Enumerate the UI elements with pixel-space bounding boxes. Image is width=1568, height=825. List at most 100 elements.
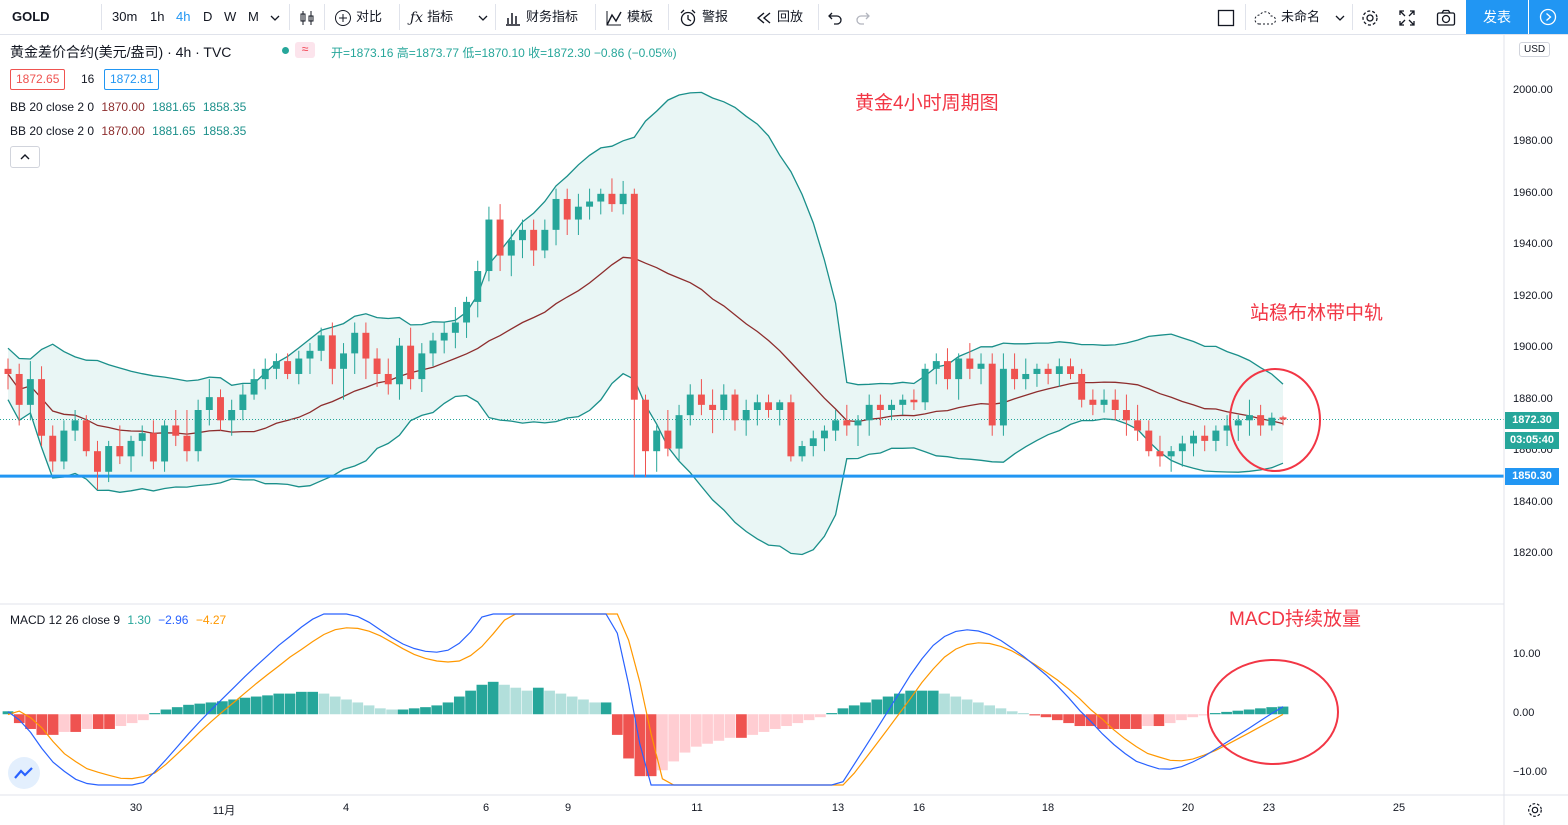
- annotation-macd[interactable]: MACD持续放量: [1229, 609, 1361, 630]
- macd-bar[interactable]: [273, 693, 285, 715]
- candle[interactable]: [161, 420, 169, 472]
- financials-button[interactable]: 财务指标: [504, 0, 578, 34]
- layout-dropdown[interactable]: [1335, 0, 1349, 34]
- macd-bar[interactable]: [1153, 714, 1165, 727]
- macd-bar[interactable]: [578, 699, 589, 715]
- candle[interactable]: [1178, 435, 1186, 467]
- macd-bar[interactable]: [341, 699, 352, 715]
- candle[interactable]: [1055, 358, 1063, 387]
- macd-bar[interactable]: [566, 696, 578, 715]
- macd-bar[interactable]: [2, 711, 14, 715]
- macd-bar[interactable]: [1142, 714, 1153, 727]
- macd-bar[interactable]: [690, 714, 702, 747]
- candle[interactable]: [1245, 399, 1253, 436]
- macd-bar[interactable]: [758, 714, 770, 732]
- macd-bar[interactable]: [555, 693, 567, 715]
- macd-bar[interactable]: [1108, 714, 1120, 729]
- macd-bar[interactable]: [171, 707, 183, 715]
- templates-button[interactable]: 模板: [605, 0, 653, 34]
- candle[interactable]: [1022, 358, 1030, 390]
- candle[interactable]: [328, 322, 336, 385]
- macd-bar[interactable]: [453, 696, 465, 715]
- undo-button[interactable]: [827, 0, 847, 34]
- macd-bar[interactable]: [769, 714, 781, 729]
- macd-bar[interactable]: [1051, 714, 1063, 721]
- macd-bar[interactable]: [420, 707, 431, 715]
- candle[interactable]: [664, 410, 672, 457]
- macd-bar[interactable]: [262, 695, 273, 715]
- macd-signal-line[interactable]: [7, 613, 1284, 786]
- candle[interactable]: [552, 188, 560, 246]
- macd-bar[interactable]: [431, 705, 443, 715]
- bb-legend-1[interactable]: BB 20 close 2 0 1870.00 1881.65 1858.35: [10, 100, 246, 114]
- macd-bar[interactable]: [1255, 708, 1266, 715]
- delayed-data-icon[interactable]: ≈: [295, 42, 315, 58]
- alert-button[interactable]: 警报: [678, 0, 728, 34]
- candle[interactable]: [507, 229, 515, 277]
- ask-price-box[interactable]: 1872.81: [104, 69, 160, 90]
- compare-button[interactable]: 对比: [334, 0, 382, 34]
- macd-bar[interactable]: [47, 714, 59, 735]
- macd-bar[interactable]: [871, 699, 883, 715]
- candle[interactable]: [15, 363, 23, 426]
- macd-bar[interactable]: [59, 714, 70, 732]
- macd-bar[interactable]: [894, 693, 905, 715]
- candle[interactable]: [60, 420, 68, 470]
- macd-bar[interactable]: [668, 714, 680, 762]
- bid-price-box[interactable]: 1872.65: [10, 69, 66, 90]
- layout-name-button[interactable]: 未命名: [1253, 0, 1320, 34]
- macd-bar[interactable]: [374, 708, 386, 715]
- macd-bar[interactable]: [815, 714, 826, 718]
- annotation-circle-price[interactable]: [1229, 368, 1321, 472]
- candle[interactable]: [1089, 389, 1097, 416]
- macd-bar[interactable]: [905, 690, 917, 715]
- macd-bar[interactable]: [1266, 707, 1278, 715]
- candle[interactable]: [809, 430, 817, 457]
- macd-bar[interactable]: [1097, 714, 1108, 729]
- macd-bar[interactable]: [848, 705, 860, 715]
- candle[interactable]: [239, 384, 247, 421]
- bb-legend-2[interactable]: BB 20 close 2 0 1870.00 1881.65 1858.35: [10, 124, 246, 138]
- macd-bar[interactable]: [882, 696, 894, 715]
- candle[interactable]: [485, 206, 493, 282]
- candle[interactable]: [395, 337, 403, 400]
- publish-button[interactable]: 发表: [1466, 0, 1528, 34]
- macd-bar[interactable]: [1040, 714, 1052, 718]
- candle[interactable]: [127, 435, 135, 472]
- macd-bar[interactable]: [1029, 714, 1041, 716]
- macd-bar[interactable]: [1085, 714, 1097, 727]
- candle[interactable]: [899, 394, 907, 416]
- candle[interactable]: [932, 353, 940, 385]
- macd-bar[interactable]: [679, 714, 691, 753]
- macd-bar[interactable]: [623, 714, 634, 759]
- candle[interactable]: [82, 415, 90, 457]
- candle[interactable]: [228, 399, 236, 436]
- replay-button[interactable]: 回放: [755, 0, 803, 34]
- candle[interactable]: [619, 180, 627, 215]
- candle[interactable]: [865, 394, 873, 436]
- macd-bar[interactable]: [104, 714, 115, 729]
- macd-bar[interactable]: [984, 705, 995, 715]
- macd-line[interactable]: [7, 613, 1284, 786]
- candle[interactable]: [541, 219, 549, 259]
- macd-bar[interactable]: [25, 714, 36, 729]
- candle[interactable]: [697, 379, 705, 416]
- candle[interactable]: [988, 353, 996, 436]
- candle[interactable]: [675, 404, 683, 462]
- macd-bar[interactable]: [803, 714, 815, 721]
- macd-bar[interactable]: [611, 714, 623, 735]
- macd-bar[interactable]: [521, 690, 533, 715]
- macd-bar[interactable]: [476, 684, 488, 715]
- macd-bar[interactable]: [296, 691, 307, 715]
- macd-bar[interactable]: [70, 714, 82, 732]
- candle[interactable]: [1011, 353, 1019, 390]
- macd-bar[interactable]: [442, 702, 454, 715]
- candle[interactable]: [1134, 404, 1142, 441]
- candle[interactable]: [966, 343, 974, 380]
- macd-bar[interactable]: [1176, 714, 1187, 721]
- symbol-search[interactable]: GOLD: [12, 9, 50, 24]
- interval-M[interactable]: M: [248, 9, 259, 24]
- candle[interactable]: [888, 399, 896, 421]
- candle[interactable]: [183, 410, 191, 462]
- snapshot-button[interactable]: [1436, 0, 1460, 34]
